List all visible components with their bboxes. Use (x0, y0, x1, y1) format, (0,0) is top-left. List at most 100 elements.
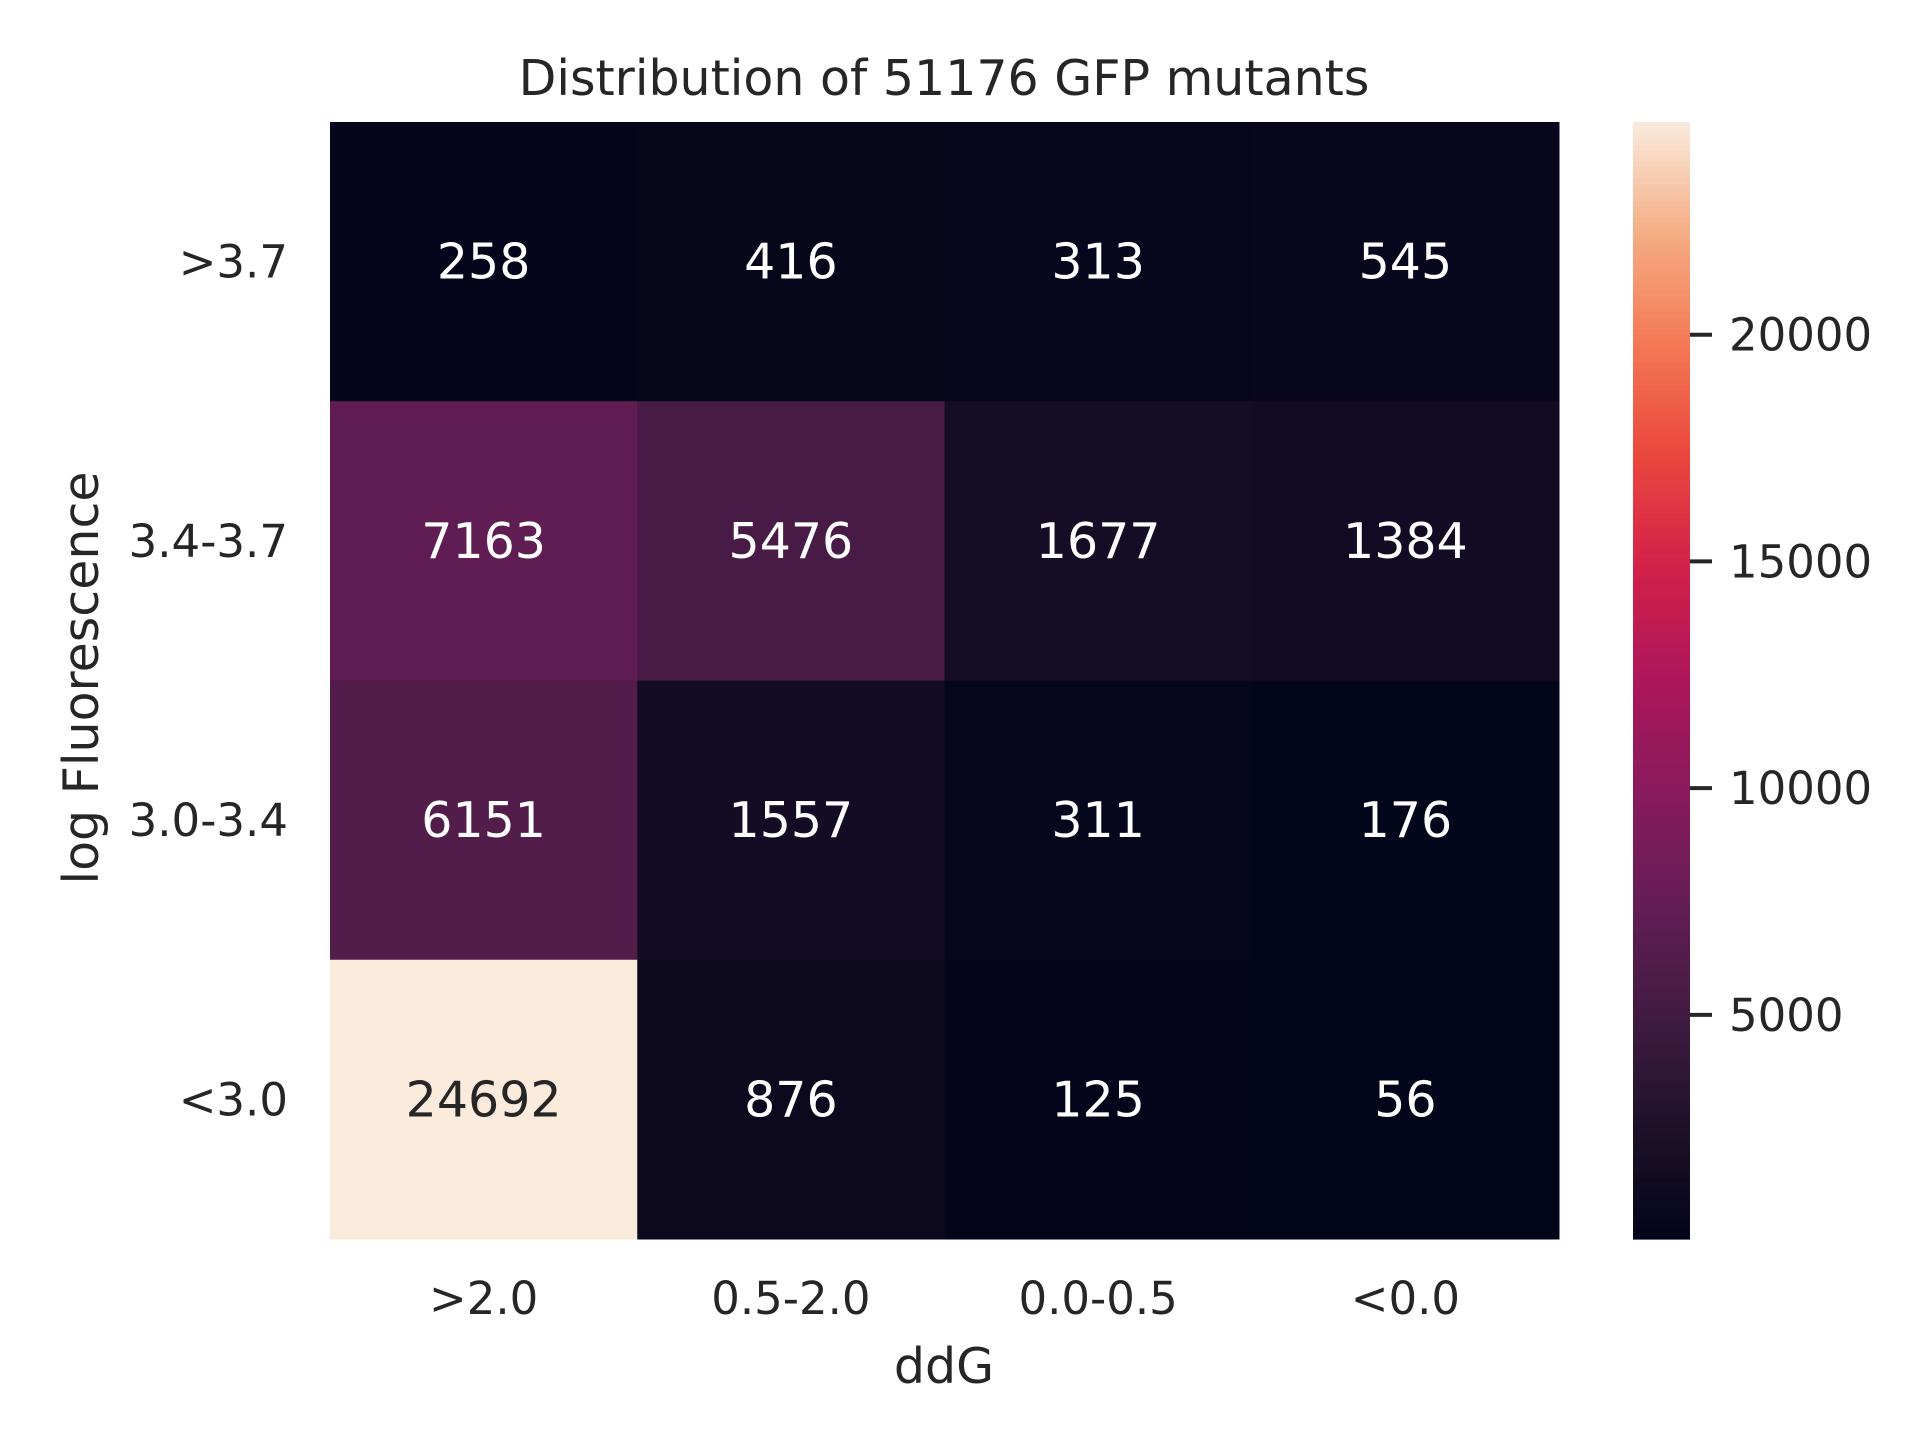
colorbar-segment (1633, 758, 1690, 765)
heatmap-cell (330, 959, 638, 1240)
colorbar-tick-label: 15000 (1729, 535, 1872, 588)
colorbar-segment (1633, 792, 1690, 799)
y-tick-labels: >3.7 3.4-3.7 3.0-3.4 <3.0 (129, 236, 288, 1127)
colorbar-segment (1633, 808, 1690, 816)
colorbar-segment (1633, 568, 1690, 575)
y-tick-label: >3.7 (179, 236, 288, 289)
colorbar-segment (1633, 501, 1690, 508)
colorbar-segment (1633, 831, 1690, 838)
colorbar-segment (1633, 1160, 1690, 1167)
cell-value-label: 416 (744, 234, 838, 291)
colorbar-segment (1633, 607, 1690, 615)
colorbar-segment (1633, 205, 1690, 212)
colorbar-segment (1633, 228, 1690, 235)
colorbar-segment (1633, 764, 1690, 771)
colorbar-segment (1633, 384, 1690, 391)
colorbar-segment (1633, 1104, 1690, 1112)
colorbar-segment (1633, 529, 1690, 536)
colorbar-segment (1633, 987, 1690, 994)
colorbar-segment (1633, 1021, 1690, 1028)
colorbar-segment (1633, 730, 1690, 737)
heatmap-cell (637, 959, 945, 1240)
colorbar-segment (1633, 200, 1690, 207)
colorbar-segment (1633, 591, 1690, 598)
colorbar-segment (1633, 373, 1690, 380)
colorbar-segment (1633, 267, 1690, 274)
cell-value-label: 258 (437, 234, 531, 291)
colorbar-segment (1633, 736, 1690, 743)
cell-value-label: 176 (1359, 792, 1453, 849)
colorbar-segment (1633, 462, 1690, 469)
colorbar-segment (1633, 423, 1690, 430)
heatmap-cell (944, 122, 1253, 402)
colorbar-segment (1633, 485, 1690, 492)
cell-value-label: 6151 (421, 792, 546, 849)
cell-value-label: 125 (1051, 1071, 1145, 1128)
cell-value-label: 56 (1374, 1071, 1436, 1128)
colorbar-segment (1633, 775, 1690, 782)
colorbar-segment (1633, 507, 1690, 514)
cell-value-label: 311 (1051, 792, 1145, 849)
colorbar-segment (1633, 144, 1690, 151)
colorbar-segment (1633, 1127, 1690, 1134)
colorbar-segment (1633, 395, 1690, 402)
colorbar-segment (1633, 741, 1690, 749)
colorbar-segment (1633, 283, 1690, 291)
colorbar-segment (1633, 406, 1690, 414)
colorbar-segment (1633, 1177, 1690, 1184)
colorbar-segment (1633, 853, 1690, 860)
colorbar-segment (1633, 261, 1690, 268)
colorbar-segment (1633, 535, 1690, 542)
colorbar-segment (1633, 993, 1690, 1000)
colorbar-segment (1633, 669, 1690, 676)
colorbar-segment (1633, 970, 1690, 978)
heatmap-cells: 258 416 313 545 7163 5476 1677 1384 6151 1557 311 1… (330, 122, 1560, 1240)
y-tick-label: <3.0 (179, 1073, 288, 1126)
heatmap-cell (1251, 680, 1560, 961)
colorbar-segment (1633, 133, 1690, 140)
heatmap-cell (944, 959, 1253, 1240)
colorbar-segment (1633, 998, 1690, 1006)
colorbar-segment (1633, 172, 1690, 179)
heatmap-cell (944, 401, 1253, 681)
colorbar-segment (1633, 875, 1690, 883)
heatmap-cell (330, 122, 638, 402)
colorbar-segment (1633, 1211, 1690, 1218)
colorbar-segment (1633, 1205, 1690, 1212)
colorbar-segment (1633, 300, 1690, 307)
colorbar-segment (1633, 903, 1690, 911)
colorbar-segment (1633, 898, 1690, 905)
heatmap-cell (1251, 401, 1560, 681)
cell-value-label: 5476 (729, 513, 854, 570)
colorbar-segment (1633, 440, 1690, 447)
colorbar-segment (1633, 585, 1690, 592)
colorbar-segment (1633, 250, 1690, 257)
colorbar-segment (1633, 803, 1690, 810)
colorbar-segment (1633, 753, 1690, 760)
colorbar-segment (1633, 189, 1690, 196)
colorbar-segment (1633, 942, 1690, 950)
heatmap-cell (944, 680, 1253, 961)
colorbar-segment (1633, 1222, 1690, 1229)
colorbar-segment (1633, 378, 1690, 386)
colorbar-segment (1633, 674, 1690, 682)
colorbar-segment (1633, 574, 1690, 581)
colorbar-segment (1633, 1071, 1690, 1078)
x-tick-label: >2.0 (429, 1272, 538, 1325)
colorbar-segment (1633, 339, 1690, 346)
colorbar-segment (1633, 1088, 1690, 1095)
colorbar-segment (1633, 272, 1690, 279)
colorbar-segment (1633, 887, 1690, 894)
colorbar-segment (1633, 1149, 1690, 1156)
colorbar-segment (1633, 714, 1690, 721)
colorbar-segment (1633, 954, 1690, 961)
colorbar-segment (1633, 222, 1690, 229)
colorbar-segment (1633, 725, 1690, 732)
colorbar-segment (1633, 864, 1690, 871)
colorbar-segment (1633, 769, 1690, 777)
colorbar-segment (1633, 557, 1690, 564)
colorbar-segment (1633, 295, 1690, 302)
colorbar-segment (1633, 149, 1690, 157)
colorbar-segment (1633, 915, 1690, 922)
chart-title: Distribution of 51176 GFP mutants (519, 50, 1370, 107)
